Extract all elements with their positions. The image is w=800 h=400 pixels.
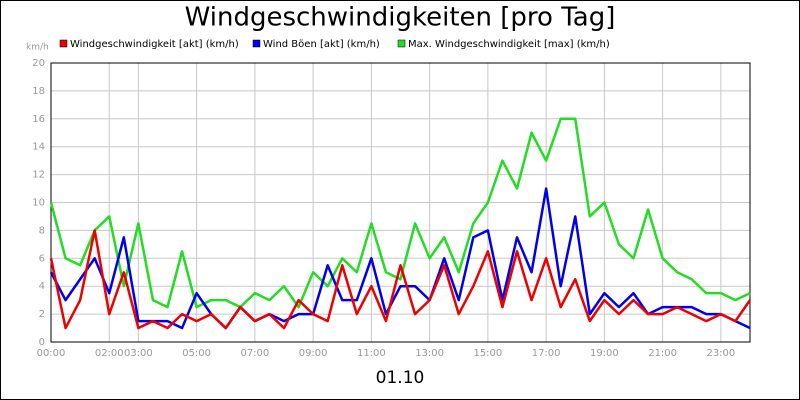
legend-label: Windgeschwindigkeit [akt] (km/h) xyxy=(70,39,239,50)
legend-swatch xyxy=(252,39,261,48)
x-tick-label: 05:00 xyxy=(182,348,211,359)
x-tick-label: 21:00 xyxy=(648,348,677,359)
y-tick-label: 14 xyxy=(32,142,45,153)
x-tick-label: 09:00 xyxy=(299,348,328,359)
x-tick-label: 23:00 xyxy=(706,348,735,359)
legend-swatch xyxy=(59,39,68,48)
x-tick-label: 07:00 xyxy=(240,348,269,359)
y-tick-label: 0 xyxy=(39,337,45,348)
y-tick-label: 16 xyxy=(32,114,45,125)
legend-swatch xyxy=(397,39,406,48)
x-tick-label: 00:00 xyxy=(37,348,66,359)
y-tick-label: 12 xyxy=(32,170,45,181)
y-tick-label: 10 xyxy=(32,198,45,209)
y-tick-label: 18 xyxy=(32,86,45,97)
x-tick-label: 17:00 xyxy=(532,348,561,359)
data-line xyxy=(49,187,751,330)
legend-label: Wind Böen [akt] (km/h) xyxy=(263,39,380,50)
data-line xyxy=(49,117,751,309)
x-tick-label: 03:00 xyxy=(124,348,153,359)
x-tick-label: 11:00 xyxy=(357,348,386,359)
y-tick-label: 20 xyxy=(32,58,45,69)
chart-title: Windgeschwindigkeiten [pro Tag] xyxy=(185,3,616,33)
legend-label: Max. Windgeschwindigkeit [max] (km/h) xyxy=(408,39,610,50)
x-axis-label: 01.10 xyxy=(376,368,425,388)
y-tick-label: 2 xyxy=(39,309,45,320)
y-unit: km/h xyxy=(26,43,49,53)
x-tick-label: 02:00 xyxy=(95,348,124,359)
x-tick-label: 13:00 xyxy=(415,348,444,359)
x-tick-label: 19:00 xyxy=(590,348,619,359)
x-tick-label: 15:00 xyxy=(473,348,502,359)
y-tick-label: 6 xyxy=(39,253,45,264)
data-line xyxy=(49,229,752,330)
y-tick-label: 8 xyxy=(39,225,45,236)
y-tick-label: 4 xyxy=(39,281,45,292)
